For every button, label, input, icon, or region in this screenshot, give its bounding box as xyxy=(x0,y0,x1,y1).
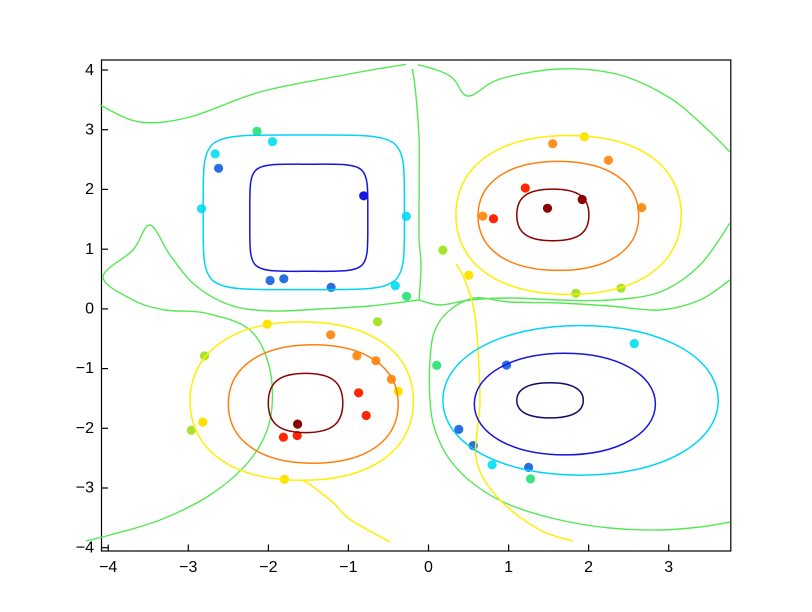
svg-text:−1: −1 xyxy=(76,360,94,377)
svg-text:−2: −2 xyxy=(76,420,94,437)
svg-text:−3: −3 xyxy=(76,480,94,497)
svg-text:1: 1 xyxy=(504,559,513,576)
svg-text:3: 3 xyxy=(85,122,94,139)
svg-text:−2: −2 xyxy=(259,559,277,576)
svg-text:−3: −3 xyxy=(179,559,197,576)
svg-text:0: 0 xyxy=(85,301,94,318)
svg-text:1: 1 xyxy=(85,241,94,258)
svg-text:−4: −4 xyxy=(99,559,117,576)
svg-text:4: 4 xyxy=(85,62,94,79)
svg-text:2: 2 xyxy=(85,181,94,198)
svg-text:−1: −1 xyxy=(339,559,357,576)
svg-text:−4: −4 xyxy=(76,539,94,556)
svg-text:2: 2 xyxy=(584,559,593,576)
svg-text:3: 3 xyxy=(664,559,673,576)
svg-text:0: 0 xyxy=(424,559,433,576)
